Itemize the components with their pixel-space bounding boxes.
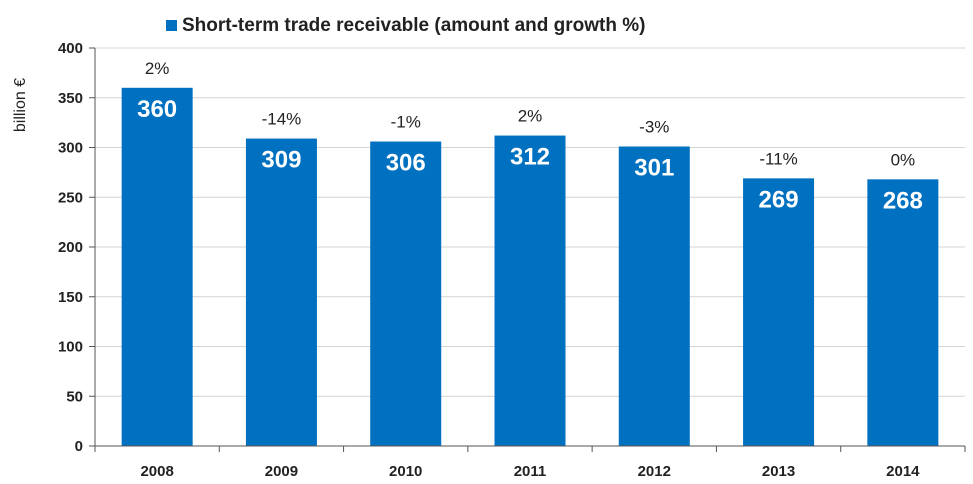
value-label: 312 bbox=[510, 144, 550, 171]
x-tick-label: 2011 bbox=[514, 463, 547, 480]
y-tick-label: 400 bbox=[58, 40, 83, 57]
bar-2009 bbox=[245, 138, 317, 447]
y-tick-label: 0 bbox=[75, 438, 83, 455]
growth-label: -14% bbox=[262, 110, 302, 129]
y-tick-label: 350 bbox=[58, 90, 83, 107]
growth-label: 0% bbox=[891, 150, 916, 169]
x-tick-label: 2013 bbox=[762, 463, 795, 480]
bar-2012 bbox=[618, 146, 690, 446]
x-tick-label: 2009 bbox=[265, 463, 298, 480]
x-tick-label: 2008 bbox=[140, 463, 173, 480]
value-label: 309 bbox=[261, 147, 301, 174]
y-tick-label: 300 bbox=[58, 140, 83, 157]
bar-2008 bbox=[121, 87, 193, 447]
legend: Short-term trade receivable (amount and … bbox=[166, 15, 645, 36]
growth-label: -3% bbox=[639, 118, 669, 137]
value-label: 360 bbox=[137, 96, 177, 123]
value-label: 269 bbox=[759, 186, 799, 213]
value-labels: 360 309 306 312 301 269 268 bbox=[137, 96, 923, 215]
y-axis: 0 50 100 150 200 250 300 350 400 bbox=[58, 40, 96, 455]
bars bbox=[121, 87, 939, 447]
y-tick-label: 50 bbox=[66, 388, 83, 405]
growth-label: 2% bbox=[518, 107, 543, 126]
bar-2010 bbox=[370, 141, 442, 446]
bar-2013 bbox=[743, 178, 815, 446]
legend-text: Short-term trade receivable (amount and … bbox=[182, 15, 645, 36]
y-tick-label: 100 bbox=[58, 339, 83, 356]
legend-swatch bbox=[166, 20, 177, 31]
bar-2014 bbox=[867, 179, 939, 446]
growth-labels: 2% -14% -1% 2% -3% -11% 0% bbox=[145, 59, 915, 170]
x-tick-label: 2014 bbox=[886, 463, 920, 480]
x-tick-label: 2010 bbox=[389, 463, 422, 480]
value-label: 306 bbox=[386, 150, 426, 177]
x-tick-label: 2012 bbox=[638, 463, 671, 480]
y-tick-label: 250 bbox=[58, 189, 83, 206]
value-label: 301 bbox=[634, 155, 674, 182]
growth-label: 2% bbox=[145, 59, 170, 78]
growth-label: -11% bbox=[759, 149, 797, 168]
y-tick-label: 150 bbox=[58, 289, 83, 306]
bar-2011 bbox=[494, 135, 566, 446]
growth-label: -1% bbox=[391, 113, 421, 132]
x-axis: 2008 2009 2010 2011 2012 2013 2014 bbox=[94, 445, 966, 480]
y-axis-title: billion € bbox=[12, 78, 29, 132]
y-tick-label: 200 bbox=[58, 239, 83, 256]
value-label: 268 bbox=[883, 187, 923, 214]
